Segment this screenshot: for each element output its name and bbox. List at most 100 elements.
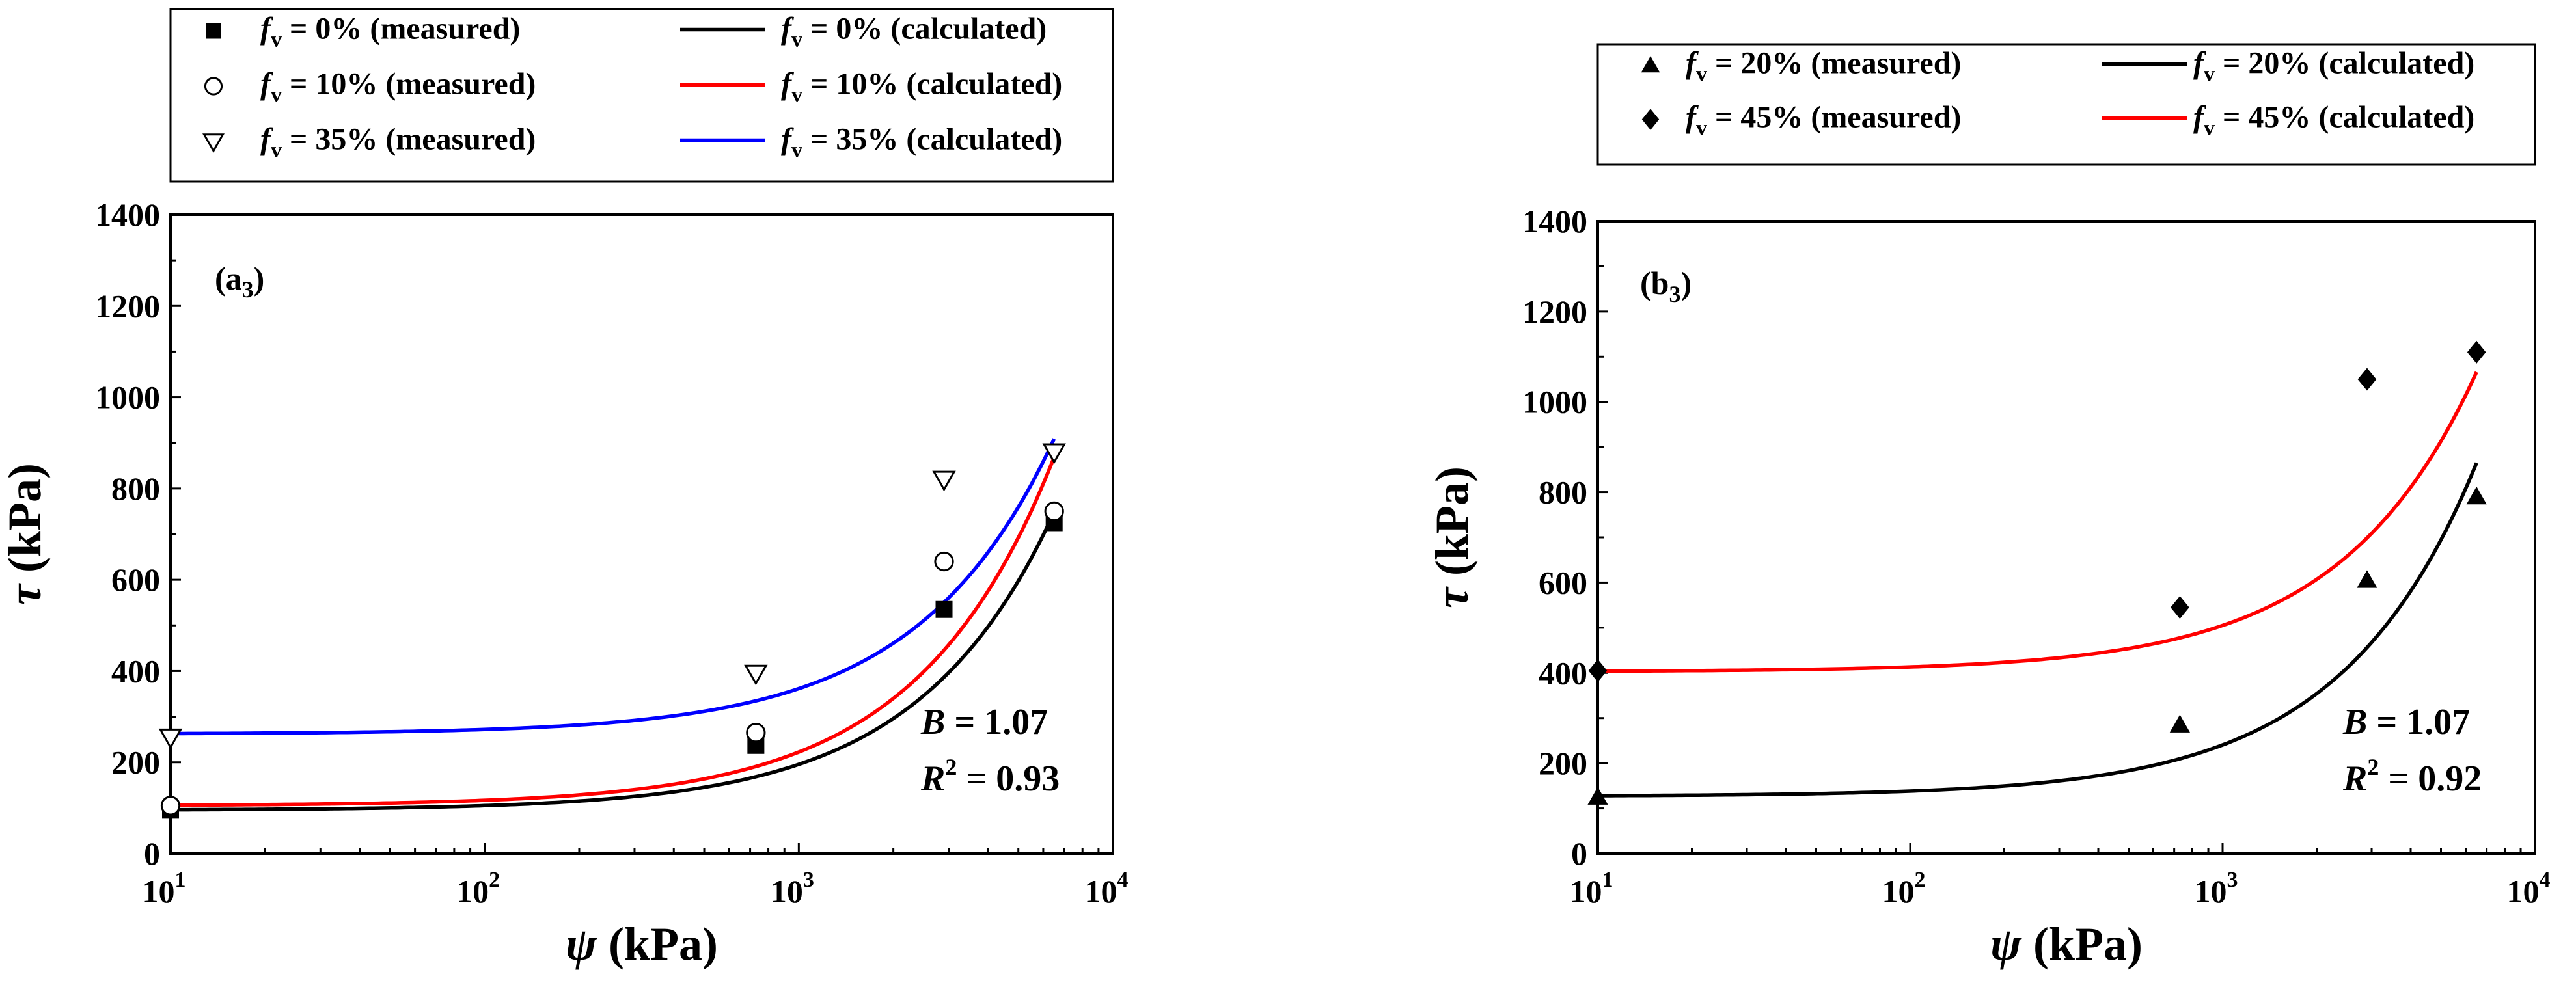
- x-tick-label: 102: [456, 868, 500, 910]
- legend-label-text: = 20% (measured): [1707, 46, 1961, 81]
- legend-label-text: = 45% (calculated): [2215, 100, 2474, 135]
- x-tick-base: 10: [456, 873, 489, 910]
- annotation-r-exponent: 2: [945, 754, 957, 780]
- legend-symbol: f: [2193, 46, 2206, 81]
- legend-label-text: = 0% (calculated): [802, 12, 1047, 46]
- data-point-square-filled: [935, 600, 953, 618]
- data-point-triangle-down-open: [744, 664, 768, 686]
- y-tick-label: 1000: [1522, 384, 1587, 420]
- x-tick-base: 10: [1570, 873, 1602, 910]
- x-tick-exponent: 3: [803, 868, 814, 892]
- legend-marker-square-filled: [206, 23, 221, 39]
- annotation-r2: R2 = 0.93: [920, 754, 1060, 799]
- legend-marker-diamond-filled: [1641, 109, 1660, 130]
- series-curve: [1598, 371, 2478, 673]
- y-tick-label: 600: [1539, 564, 1587, 600]
- legend-label-text: = 0% (measured): [282, 12, 520, 46]
- x-tick-base: 10: [1882, 873, 1915, 910]
- legend-subscript: v: [271, 139, 282, 163]
- panel-label-sub: 3: [242, 277, 254, 303]
- annotation-b-symbol: B: [2342, 702, 2367, 742]
- x-axis-unit: (kPa): [2021, 918, 2143, 970]
- annotation-r2-value: = 0.92: [2379, 759, 2482, 799]
- legend-symbol: f: [781, 67, 794, 101]
- y-tick-label: 1400: [95, 196, 160, 233]
- legend-label-text: = 10% (measured): [282, 67, 536, 101]
- legend-subscript: v: [791, 28, 802, 52]
- annotation-r2: R2 = 0.92: [2342, 754, 2482, 799]
- legend-label: fv = 0% (measured): [260, 12, 520, 52]
- legend-symbol: f: [1686, 46, 1699, 81]
- y-axis-symbol: τ: [0, 583, 51, 605]
- x-tick-base: 10: [2195, 873, 2227, 910]
- annotation-b: B = 1.07: [920, 702, 1048, 742]
- x-tick-label: 104: [2507, 868, 2551, 910]
- panel-label-text: (b: [1640, 265, 1669, 301]
- y-tick-label: 200: [111, 744, 160, 781]
- y-axis-label: τ (kPa): [0, 463, 51, 605]
- legend-subscript: v: [791, 139, 802, 163]
- legend-subscript: v: [271, 83, 282, 107]
- annotation-r-symbol: R: [2342, 759, 2367, 799]
- y-tick-label: 400: [111, 653, 160, 689]
- legend-label: fv = 35% (calculated): [781, 122, 1062, 163]
- data-point-triangle-up-filled: [2357, 570, 2377, 588]
- legend-marker-triangle-down-open: [202, 133, 225, 153]
- x-tick-exponent: 1: [1602, 868, 1613, 892]
- x-tick-base: 10: [771, 873, 803, 910]
- x-tick-label: 104: [1085, 868, 1129, 910]
- series-curve: [171, 438, 1056, 736]
- annotation-b-symbol: B: [920, 702, 945, 742]
- x-tick-label: 101: [143, 868, 186, 910]
- legend-marker-triangle-up-filled: [1641, 56, 1660, 73]
- legend-symbol: f: [260, 67, 273, 101]
- data-point-circle-open: [160, 796, 181, 816]
- x-axis-symbol: ψ: [566, 918, 597, 970]
- panel-label-sub: 3: [1669, 281, 1680, 307]
- data-point-triangle-down-open: [158, 728, 183, 749]
- x-axis-label: ψ (kPa): [566, 918, 718, 970]
- x-tick-label: 103: [2195, 868, 2238, 910]
- y-axis-symbol: τ: [1426, 586, 1478, 608]
- legend-box: [1596, 43, 2536, 166]
- y-tick-label: 800: [111, 470, 160, 507]
- x-tick-exponent: 4: [1117, 868, 1129, 892]
- annotation-b: B = 1.07: [2342, 702, 2470, 742]
- x-tick-base: 10: [2507, 873, 2540, 910]
- data-point-diamond-filled: [1588, 659, 1608, 682]
- legend-subscript: v: [2204, 116, 2215, 141]
- legend-box: [169, 8, 1114, 183]
- y-tick-label: 400: [1539, 654, 1587, 691]
- data-point-circle-open: [1044, 501, 1064, 522]
- y-tick-label: 1200: [1522, 293, 1587, 330]
- y-tick-label: 1200: [95, 288, 160, 324]
- legend-subscript: v: [791, 83, 802, 107]
- x-tick-exponent: 3: [2227, 868, 2238, 892]
- annotation-b-value: = 1.07: [945, 702, 1048, 742]
- legend-label: fv = 20% (measured): [1686, 46, 1961, 87]
- x-tick-label: 103: [771, 868, 814, 910]
- series-curve: [170, 511, 1056, 812]
- y-tick-label: 800: [1539, 474, 1587, 511]
- legend-subscript: v: [1696, 116, 1707, 141]
- series-curve: [171, 456, 1056, 807]
- annotation-r-symbol: R: [920, 759, 945, 799]
- y-tick-label: 0: [1571, 835, 1587, 872]
- legend-subscript: v: [2204, 62, 2215, 87]
- legend-label: fv = 45% (calculated): [2193, 100, 2474, 141]
- panel-label: (b3): [1640, 265, 1692, 307]
- x-tick-label: 101: [1570, 868, 1613, 910]
- data-point-diamond-filled: [2171, 596, 2189, 619]
- x-tick-exponent: 4: [2540, 868, 2551, 892]
- x-axis-unit: (kPa): [597, 918, 718, 970]
- x-tick-base: 10: [1085, 873, 1117, 910]
- legend-symbol: f: [260, 12, 273, 46]
- legend-label: fv = 10% (measured): [260, 67, 536, 107]
- data-point-triangle-up-filled: [2169, 714, 2190, 733]
- panel-label-text: (a: [215, 260, 242, 297]
- data-point-triangle-down-open: [932, 470, 956, 492]
- annotation-r2-value: = 0.93: [957, 759, 1060, 799]
